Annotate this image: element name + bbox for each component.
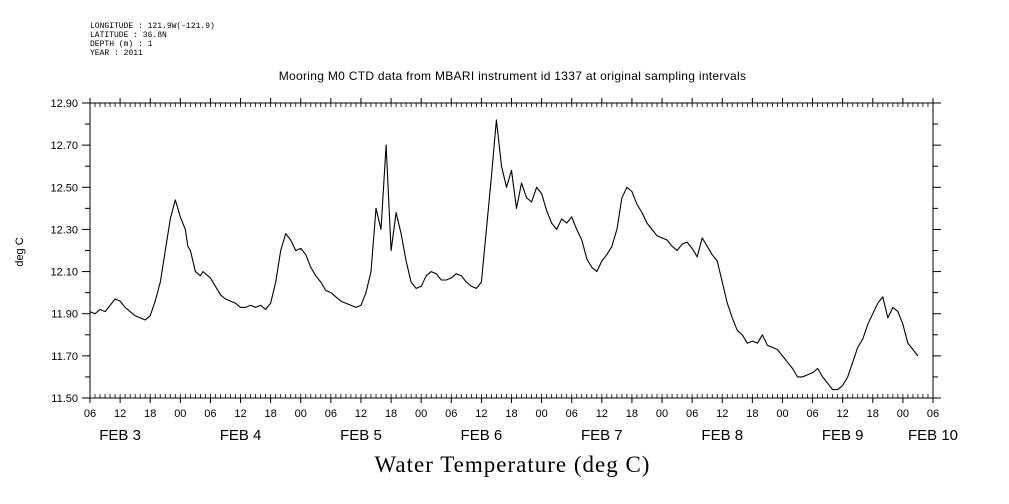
y-tick-label: 11.90 bbox=[51, 309, 78, 321]
x-day-label: FEB 8 bbox=[701, 427, 743, 444]
x-day-label: FEB 5 bbox=[340, 427, 382, 444]
y-tick-label: 11.50 bbox=[51, 393, 78, 405]
y-tick-label: 12.50 bbox=[50, 182, 78, 194]
y-tick-label: 12.70 bbox=[50, 140, 78, 152]
x-hour-tick-label: 06 bbox=[927, 408, 939, 420]
x-hour-tick-label: 12 bbox=[596, 408, 608, 420]
x-hour-tick-label: 06 bbox=[686, 408, 698, 420]
x-hour-tick-label: 00 bbox=[656, 408, 668, 420]
depth-text: DEPTH (m) : 1 bbox=[90, 40, 153, 49]
chart-title: Mooring M0 CTD data from MBARI instrumen… bbox=[278, 69, 747, 83]
latitude-text: LATITUDE : 36.8N bbox=[90, 31, 167, 40]
x-hour-tick-label: 00 bbox=[535, 408, 547, 420]
x-hour-tick-label: 18 bbox=[746, 408, 758, 420]
x-hour-tick-label: 06 bbox=[445, 408, 457, 420]
x-hour-tick-label: 06 bbox=[806, 408, 818, 420]
x-hour-tick-label: 18 bbox=[626, 408, 638, 420]
y-tick-label: 12.10 bbox=[50, 267, 78, 279]
x-day-label: FEB 9 bbox=[822, 427, 864, 444]
x-day-label: FEB 7 bbox=[581, 427, 623, 444]
temperature-series-line bbox=[89, 119, 919, 391]
x-hour-tick-label: 06 bbox=[204, 408, 216, 420]
x-hour-tick-label: 12 bbox=[716, 408, 728, 420]
x-axis-title: Water Temperature (deg C) bbox=[374, 452, 651, 477]
x-day-label: FEB 3 bbox=[99, 427, 141, 444]
y-tick-label: 11.70 bbox=[51, 351, 78, 363]
x-hour-tick-label: 00 bbox=[776, 408, 788, 420]
x-hour-tick-label: 12 bbox=[475, 408, 487, 420]
y-tick-label: 12.30 bbox=[50, 224, 78, 236]
x-hour-tick-label: 12 bbox=[355, 408, 367, 420]
x-day-label: FEB 4 bbox=[220, 427, 262, 444]
x-day-label: FEB 6 bbox=[461, 427, 503, 444]
x-hour-tick-label: 12 bbox=[234, 408, 246, 420]
x-hour-tick-label: 18 bbox=[505, 408, 517, 420]
x-hour-tick-label: 06 bbox=[325, 408, 337, 420]
y-tick-label: 12.90 bbox=[50, 98, 78, 110]
x-hour-tick-label: 12 bbox=[837, 408, 849, 420]
metadata-block: LONGITUDE : 121.9W(-121.9) LATITUDE : 36… bbox=[90, 22, 215, 58]
x-hour-tick-label: 18 bbox=[265, 408, 277, 420]
x-day-label: FEB 10 bbox=[908, 427, 958, 444]
x-hour-tick-label: 00 bbox=[897, 408, 909, 420]
x-hour-tick-label: 18 bbox=[385, 408, 397, 420]
x-hour-tick-label: 00 bbox=[295, 408, 307, 420]
longitude-text: LONGITUDE : 121.9W(-121.9) bbox=[90, 22, 215, 31]
x-hour-tick-label: 06 bbox=[84, 408, 96, 420]
x-hour-tick-label: 06 bbox=[566, 408, 578, 420]
plot-frame bbox=[89, 102, 934, 399]
year-text: YEAR : 2011 bbox=[90, 49, 143, 58]
x-hour-tick-label: 12 bbox=[114, 408, 126, 420]
x-hour-tick-label: 00 bbox=[415, 408, 427, 420]
x-hour-tick-label: 18 bbox=[144, 408, 156, 420]
x-hour-tick-label: 00 bbox=[174, 408, 186, 420]
x-hour-tick-label: 18 bbox=[867, 408, 879, 420]
